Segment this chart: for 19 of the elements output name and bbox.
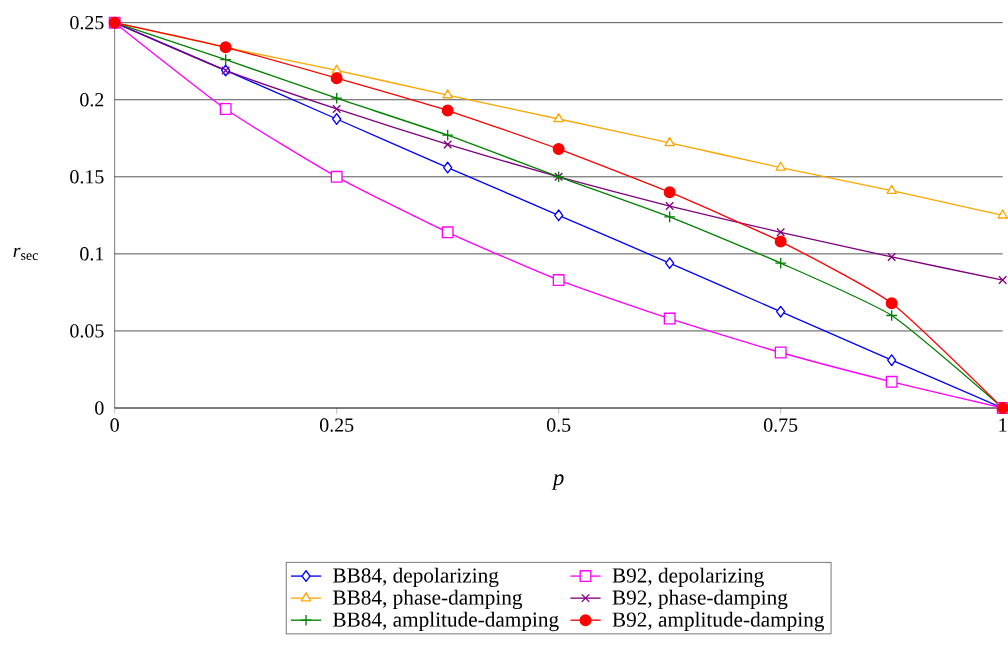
y-tick-label: 0.25: [70, 15, 104, 30]
x-tick-label: 0.75: [763, 418, 798, 432]
y-tick-label: 0: [95, 401, 104, 415]
x-tick-label: 0.25: [319, 418, 354, 432]
x-axis-title: p: [551, 474, 564, 490]
legend-label: B92, amplitude-damping: [612, 611, 825, 632]
y-tick-label: 0.05: [70, 324, 104, 338]
x-tick-label: 0: [110, 418, 119, 432]
legend-label: B92, depolarizing: [612, 567, 764, 588]
legend-label: BB84, depolarizing: [333, 567, 499, 588]
y-tick-label: 0.15: [70, 170, 104, 184]
x-tick-label: 0.5: [546, 418, 571, 432]
legend-label: BB84, phase-damping: [333, 589, 523, 610]
legend-label: BB84, amplitude-damping: [333, 611, 559, 632]
legend-label: B92, phase-damping: [612, 589, 788, 610]
y-tick-label: 0.1: [80, 247, 104, 261]
y-tick-label: 0.2: [80, 92, 104, 107]
x-tick-label: 1: [999, 418, 1007, 432]
y-axis-title: r$_{sec}$: [13, 247, 38, 261]
